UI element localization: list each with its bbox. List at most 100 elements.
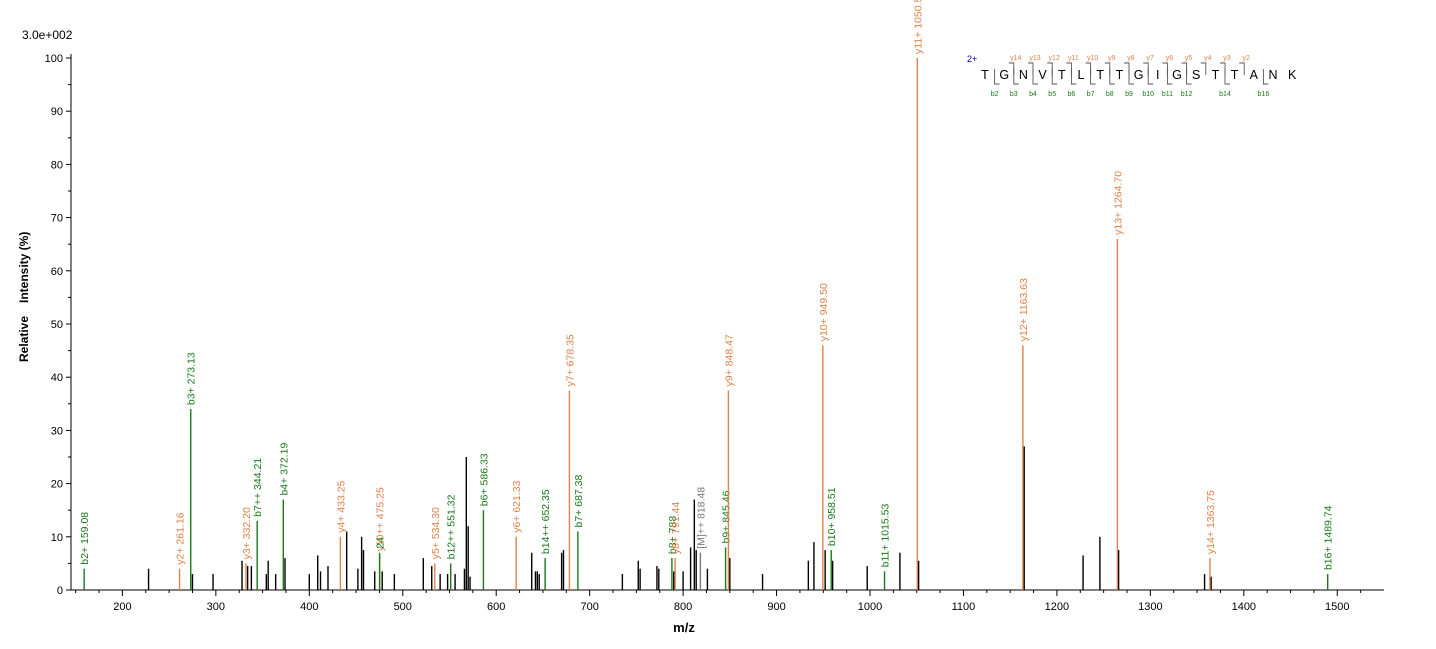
residue: N — [1268, 68, 1277, 82]
y-ion-bracket — [1220, 62, 1226, 75]
b-ion-label: b3 — [1010, 91, 1018, 98]
peak-label: y14+ 1363.75 — [1205, 490, 1217, 554]
x-tick-label: 1100 — [952, 601, 976, 613]
y-ion-label: y12 — [1049, 55, 1060, 62]
residue: L — [1078, 68, 1085, 82]
peak-label: b4+ 372.19 — [278, 443, 290, 496]
peak-label: b16+ 1489.74 — [1323, 505, 1335, 570]
peak-label: b3+ 273.13 — [186, 352, 198, 405]
peak-label: 24 — [375, 537, 387, 549]
annotated-peaks: b2+ 159.08 y2+ 261.16 b3+ 273.13 y3+ 332.20… — [79, 0, 1335, 590]
b-ion-label: b12 — [1181, 91, 1193, 98]
b-ion-bracket — [1051, 69, 1058, 85]
b-ion-bracket — [1013, 69, 1019, 85]
y-ion-label: y3 — [1223, 55, 1231, 62]
x-tick-label: 1200 — [1045, 601, 1069, 613]
residue: S — [1192, 68, 1200, 82]
residue: G — [999, 68, 1009, 82]
x-tick-label: 1000 — [858, 601, 882, 613]
x-tick-label: 700 — [580, 601, 598, 613]
peak-label: b7+ 687.38 — [573, 474, 585, 527]
y-ion-bracket — [1200, 62, 1207, 75]
x-tick-label: 500 — [394, 601, 412, 613]
unlabeled-peaks — [147, 446, 1212, 590]
residue: V — [1038, 68, 1047, 82]
y-ion-bracket — [1047, 62, 1053, 75]
peak-label: y5+ 534.30 — [430, 507, 442, 559]
x-tick-label: 300 — [207, 601, 225, 613]
residue: G — [1172, 68, 1182, 82]
y-ion-label: y5 — [1185, 55, 1193, 62]
b-ion-label: b4 — [1029, 91, 1037, 98]
peak-label: b12++ 551.32 — [446, 494, 458, 559]
y-tick-label: 60 — [51, 266, 63, 278]
y-tick-label: 80 — [51, 159, 63, 171]
x-tick-label: 1400 — [1232, 601, 1256, 613]
b-ion-label: b5 — [1048, 91, 1056, 98]
y-axis-label-line1: Relative — [17, 316, 31, 362]
b-ion-label: b11 — [1162, 91, 1173, 98]
b-ion-label: b8 — [1106, 91, 1114, 98]
y-tick-label: 100 — [45, 53, 63, 65]
peak-label: y7+ 678.35 — [564, 334, 576, 386]
y-ion-label: y6 — [1166, 55, 1174, 62]
x-tick-label: 1300 — [1138, 601, 1162, 613]
b-ion-label: b14 — [1219, 91, 1231, 98]
residue: T — [1116, 68, 1124, 82]
peak-label: b14++ 652.35 — [540, 489, 552, 554]
peak-label: b7++ 344.21 — [252, 458, 264, 517]
residue: T — [981, 68, 989, 82]
y-ion-label: y10 — [1087, 55, 1098, 62]
peak-label: b6+ 586.33 — [478, 453, 490, 506]
residue: G — [1134, 68, 1144, 82]
residue: K — [1288, 68, 1297, 82]
y-ion-label: y11 — [1068, 55, 1079, 62]
peak-label: y9+ 848.47 — [723, 334, 735, 386]
y-tick-label: 30 — [51, 425, 63, 437]
residue: T — [1231, 68, 1239, 82]
y-ion-bracket — [1181, 62, 1188, 75]
y-ion-bracket — [1028, 62, 1034, 75]
b-ion-bracket — [1109, 69, 1115, 85]
y-ion-bracket — [1104, 62, 1111, 75]
b-ion-label: b6 — [1068, 91, 1076, 98]
x-tick-label: 600 — [487, 601, 505, 613]
b-ion-bracket — [1032, 69, 1038, 85]
b-ion-label: b9 — [1125, 91, 1133, 98]
b-ion-bracket — [994, 69, 1000, 85]
y-ion-bracket — [1085, 62, 1092, 75]
b-ion-bracket — [1090, 69, 1096, 85]
peak-label: y2+ 261.16 — [175, 512, 187, 564]
b-ion-bracket — [1070, 69, 1077, 85]
x-tick-label: 1500 — [1325, 601, 1349, 613]
b-ion-label: b16 — [1258, 91, 1270, 98]
peak-label: y8+ 791.44 — [670, 502, 682, 554]
b-ion-bracket — [1224, 69, 1230, 85]
y-ion-label: y13 — [1029, 55, 1040, 62]
y-ion-label: y2 — [1242, 55, 1250, 62]
b-ion-bracket — [1128, 69, 1134, 85]
y-ion-label: y7 — [1146, 55, 1154, 62]
residue: T — [1096, 68, 1104, 82]
peak-label: y12+ 1163.63 — [1018, 278, 1030, 341]
residue: T — [1058, 68, 1066, 82]
y-tick-label: 20 — [51, 479, 63, 491]
y-ion-bracket — [1143, 62, 1149, 75]
residue: I — [1156, 68, 1159, 82]
b-ion-bracket — [1166, 69, 1173, 85]
b-ion-label: b10 — [1142, 91, 1154, 98]
peak-label: y3+ 332.20 — [241, 507, 253, 559]
peak-label: b10+ 958.51 — [826, 487, 838, 546]
peak-label: y13+ 1264.70 — [1112, 171, 1124, 235]
residue: A — [1250, 68, 1259, 82]
peak-label: y10+ 949.50 — [818, 283, 830, 341]
b-ion-bracket — [1147, 69, 1154, 85]
y-ion-bracket — [1008, 62, 1015, 75]
peak-label: y4+ 433.25 — [335, 480, 347, 532]
peak-label: [M]++ 818.48 — [695, 487, 707, 549]
y-tick-label: 70 — [51, 213, 63, 225]
peak-label: b8+ 788 — [667, 516, 679, 554]
y-tick-label: 50 — [51, 319, 63, 331]
axes: 0 10 20 30 40 50 60 70 80 90 100 200 300 400 500 600 700… — [45, 53, 1384, 613]
